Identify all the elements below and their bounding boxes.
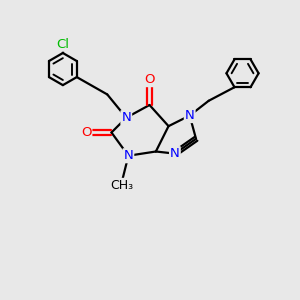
Text: N: N <box>124 149 133 162</box>
Text: Cl: Cl <box>56 38 69 51</box>
Text: O: O <box>81 126 92 139</box>
Text: N: N <box>170 147 180 160</box>
Text: N: N <box>122 111 131 124</box>
Text: CH₃: CH₃ <box>110 179 134 192</box>
Text: O: O <box>144 73 155 86</box>
Text: N: N <box>185 109 195 122</box>
